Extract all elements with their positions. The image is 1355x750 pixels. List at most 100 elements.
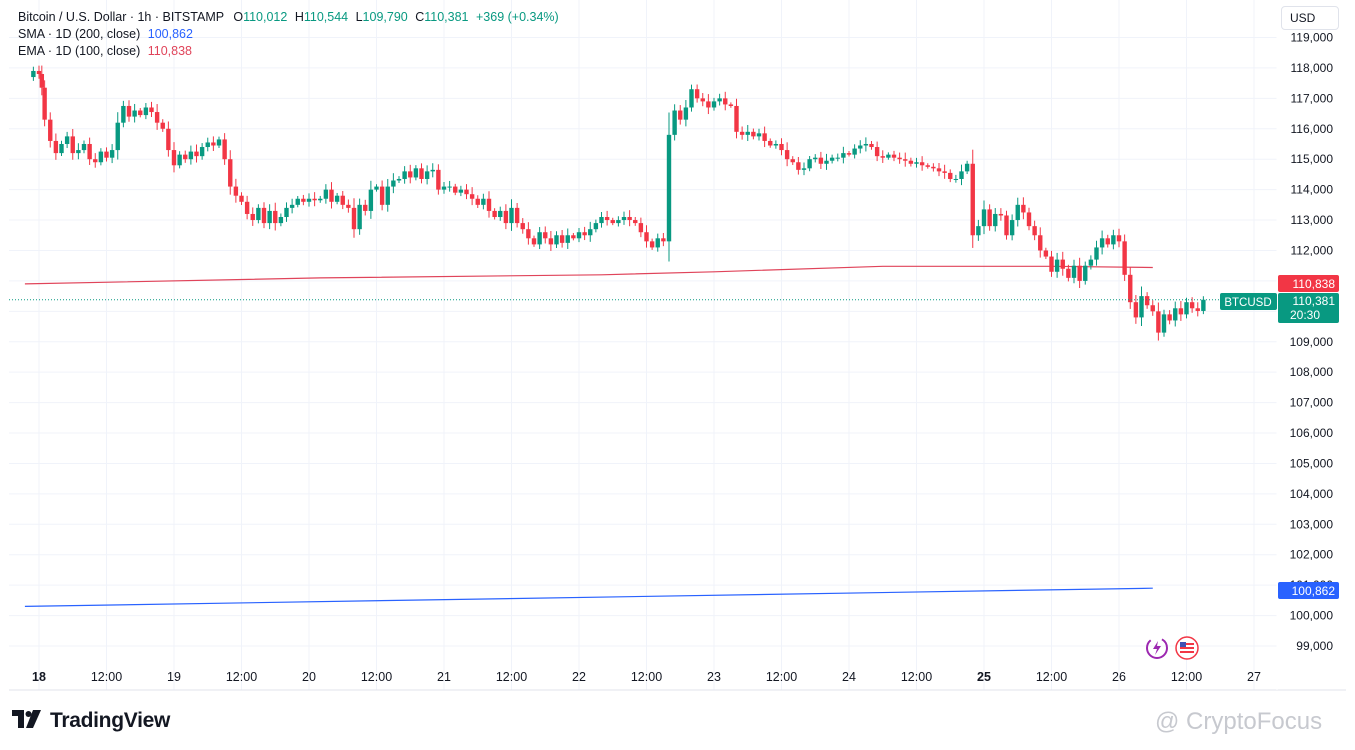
- candle-body: [711, 101, 717, 108]
- candle-body: [1088, 259, 1094, 266]
- candle-body: [70, 136, 75, 154]
- grid-lines: [9, 0, 1277, 690]
- tradingview-logo[interactable]: TradingView: [12, 706, 170, 736]
- candle-body: [818, 157, 824, 164]
- y-tick-label: 118,000: [1291, 61, 1334, 75]
- candle-body: [531, 238, 537, 245]
- last-price-tag-countdown: 20:30: [1290, 308, 1320, 322]
- candle-body: [149, 107, 154, 113]
- candle-body: [278, 217, 284, 224]
- candle-body: [835, 157, 840, 159]
- y-tick-label: 107,000: [1290, 396, 1334, 410]
- candle-body: [199, 147, 205, 157]
- candle-body: [475, 198, 480, 205]
- candle-body: [571, 235, 576, 239]
- x-tick-label: 12:00: [766, 670, 797, 684]
- y-tick-label: 113,000: [1291, 213, 1334, 227]
- candle-body: [216, 139, 222, 146]
- candle-body: [846, 153, 852, 155]
- candle-body: [385, 186, 390, 205]
- candle-body: [1094, 247, 1099, 260]
- candle-body: [1139, 296, 1144, 318]
- candle-body: [976, 226, 981, 236]
- candle-body: [1038, 235, 1043, 251]
- candle-body: [728, 104, 734, 106]
- y-tick-label: 105,000: [1290, 456, 1334, 470]
- candle-body: [115, 122, 120, 151]
- y-tick-label: 112,000: [1291, 243, 1334, 257]
- legend-sma-row[interactable]: SMA · 1D (200, close) 100,862: [18, 26, 559, 43]
- candle-body: [464, 189, 469, 195]
- y-tick-label: 104,000: [1290, 487, 1334, 501]
- candle-body: [211, 142, 216, 146]
- candle-body: [1173, 308, 1178, 321]
- candle-body: [588, 229, 593, 236]
- legend-sma-label: SMA · 1D (200, close): [18, 27, 141, 41]
- candle-body: [880, 156, 885, 158]
- candle-body: [1156, 311, 1161, 333]
- candle-body: [1189, 302, 1195, 309]
- candle-body: [64, 136, 70, 144]
- legend-change: +369 (+0.34%): [476, 10, 559, 24]
- candle-body: [1133, 302, 1139, 318]
- candle-body: [1032, 226, 1037, 236]
- candle-body: [1128, 274, 1133, 303]
- candle-body: [981, 209, 987, 227]
- candle-body: [42, 87, 47, 120]
- candle-body: [121, 105, 126, 123]
- candle-body: [492, 210, 497, 218]
- candle-body: [132, 110, 137, 117]
- candle-body: [39, 74, 45, 88]
- candle-body: [273, 210, 278, 224]
- legend-open-label: O: [233, 10, 244, 24]
- x-tick-label: 12:00: [361, 670, 392, 684]
- candle-body: [374, 186, 379, 190]
- legend-close-value: 110,381: [424, 10, 469, 24]
- candle-body: [768, 140, 773, 146]
- candle-body: [1077, 265, 1082, 281]
- candle-body: [250, 213, 255, 221]
- candle-body: [53, 140, 59, 154]
- candle-body: [745, 131, 750, 135]
- candle-body: [31, 70, 36, 78]
- candle-body: [604, 217, 610, 221]
- candle-body: [408, 171, 413, 178]
- currency-button[interactable]: USD: [1281, 6, 1339, 30]
- candle-body: [396, 178, 402, 181]
- candle-body: [413, 168, 419, 178]
- us-flag-icon[interactable]: [1175, 636, 1199, 660]
- candle-body: [959, 171, 964, 179]
- y-tick-label: 108,000: [1290, 365, 1334, 379]
- lightning-icon[interactable]: [1145, 636, 1169, 660]
- candle-body: [256, 207, 261, 221]
- candle-body: [1071, 265, 1077, 278]
- ema-price-tag-text: 110,838: [1293, 277, 1336, 291]
- candle-body: [554, 235, 559, 245]
- legend-ema-row[interactable]: EMA · 1D (100, close) 110,838: [18, 43, 559, 60]
- candle-body: [621, 217, 627, 221]
- candle-body: [908, 160, 914, 164]
- candle-body: [160, 122, 165, 129]
- candle-body: [509, 207, 514, 224]
- x-tick-label: 26: [1112, 670, 1126, 684]
- time-axis[interactable]: 18 12:00 19 12:00 20 12:00 21 12:00 22 12:00 23 12:…: [32, 670, 1261, 684]
- candle-body: [1167, 314, 1172, 321]
- candle-body: [762, 133, 767, 141]
- candle-body: [1026, 212, 1032, 227]
- candle-body: [306, 198, 312, 202]
- candle-body: [869, 143, 874, 148]
- price-axis[interactable]: 99,000100,000101,000102,000103,000104,00…: [1290, 31, 1334, 654]
- legend-low-label: L: [355, 10, 363, 24]
- candle-body: [919, 162, 925, 166]
- y-tick-label: 115,000: [1291, 152, 1334, 166]
- x-tick-label: 25: [977, 670, 991, 684]
- candle-body: [138, 110, 143, 116]
- candle-body: [222, 139, 227, 160]
- candle-body: [633, 220, 638, 224]
- candle-body: [520, 223, 525, 230]
- sma-price-tag: 100,862: [1278, 582, 1339, 599]
- x-tick-label: 12:00: [226, 670, 257, 684]
- candle-body: [244, 201, 250, 214]
- legend-symbol[interactable]: Bitcoin / U.S. Dollar · 1h · BITSTAMP: [18, 10, 224, 24]
